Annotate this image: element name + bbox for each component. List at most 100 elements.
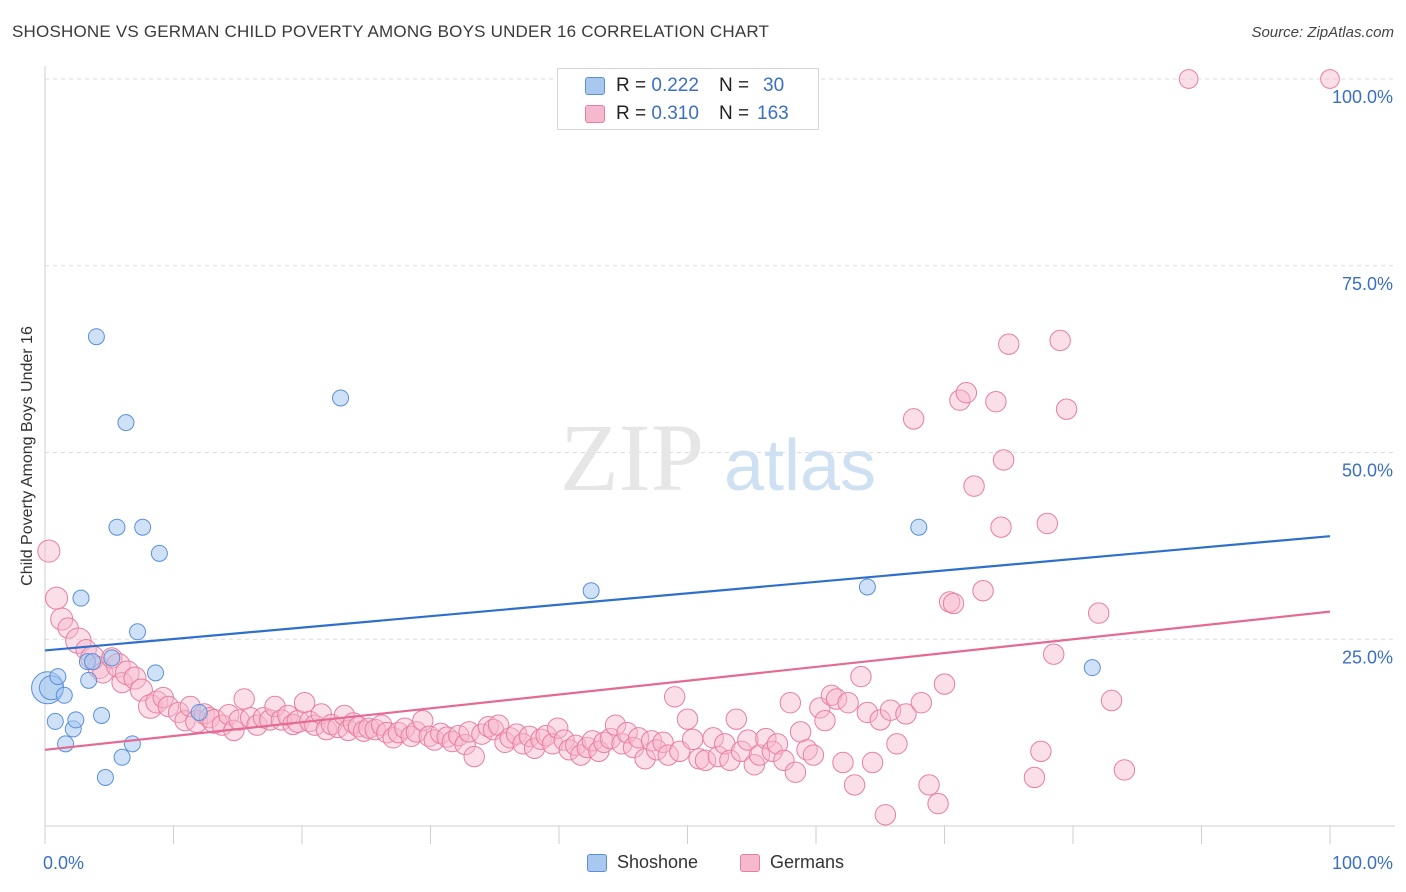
germans-point — [581, 730, 604, 752]
germans-point — [837, 692, 859, 714]
germans-point — [45, 586, 69, 610]
shoshone-point — [858, 578, 876, 596]
bottom-legend-swatch-shoshone — [587, 853, 607, 872]
shoshone-point — [57, 735, 75, 753]
germans-point — [825, 688, 848, 710]
germans-point — [843, 774, 866, 796]
germans-point — [137, 694, 163, 719]
y-tick-label: 75.0% — [1342, 274, 1393, 294]
germans-point — [1113, 759, 1136, 781]
legend-row-shoshone: R = 0.222 N = 30 — [616, 75, 784, 97]
germans-point — [1088, 602, 1110, 624]
germans-point — [985, 391, 1007, 413]
germans-point — [663, 686, 686, 708]
germans-point — [910, 692, 933, 714]
germans-point — [454, 733, 476, 756]
germans-point — [719, 749, 741, 771]
germans-point — [998, 333, 1020, 355]
y-tick-label: 50.0% — [1342, 461, 1393, 481]
shoshone-point — [80, 671, 98, 689]
germans-point — [779, 692, 801, 714]
germans-point — [955, 382, 978, 404]
germans-point — [850, 665, 872, 688]
germans-point — [1320, 69, 1340, 89]
germans-point — [627, 727, 650, 749]
shoshone-point — [332, 389, 350, 407]
germans-point — [652, 731, 674, 754]
germans-point — [814, 709, 836, 732]
germans-point — [1043, 643, 1065, 665]
germans-point — [123, 666, 147, 690]
germans-point — [730, 740, 753, 762]
germans-point — [942, 592, 965, 615]
y-tick-label: 100.0% — [1332, 87, 1393, 107]
germans-point — [927, 792, 949, 815]
germans-point — [387, 721, 410, 744]
germans-point — [707, 745, 730, 768]
legend-n-label: N = — [718, 75, 750, 96]
germans-point — [358, 717, 380, 739]
shoshone-point — [582, 582, 600, 600]
germans-point — [1036, 512, 1059, 535]
germans-point — [676, 708, 699, 730]
legend-n-value: 30 — [763, 75, 785, 96]
shoshone-point — [72, 589, 90, 607]
source-label: Source: ZipAtlas.com — [1251, 24, 1394, 41]
shoshone-point — [87, 328, 105, 346]
germans-point — [423, 729, 446, 751]
legend-n-label: N = — [718, 103, 750, 124]
shoshone-point — [190, 703, 208, 721]
shoshone-point — [93, 706, 111, 724]
germans-point — [430, 722, 452, 745]
x-tick-label: 0.0% — [43, 853, 84, 873]
germans-point — [405, 721, 428, 743]
germans-point — [874, 804, 897, 826]
germans-point — [681, 728, 704, 751]
germans-point — [766, 733, 789, 755]
shoshone-point — [113, 748, 131, 766]
germans-point — [963, 475, 985, 497]
germans-point — [895, 703, 917, 725]
germans-point — [902, 408, 925, 430]
germans-point — [755, 727, 777, 750]
germans-points — [37, 69, 1340, 826]
germans-trend-line — [44, 610, 1331, 751]
tick-labels: 100.0% 75.0% 50.0% 25.0% 0.0% 100.0% — [43, 87, 1393, 873]
shoshone-point — [103, 649, 121, 667]
trend-lines — [44, 535, 1331, 751]
watermark-zip: ZIP — [560, 404, 704, 511]
germans-point — [938, 591, 961, 613]
shoshone-point — [910, 518, 928, 536]
germans-point — [657, 744, 679, 766]
legend-r-value: 0.222 — [651, 75, 699, 96]
germans-point — [743, 754, 766, 776]
germans-point — [463, 745, 485, 768]
bottom-legend-swatch-germans — [740, 853, 760, 872]
germans-point — [856, 701, 879, 724]
germans-point — [861, 751, 884, 774]
germans-point — [972, 579, 994, 602]
legend-r-label: R = — [616, 103, 647, 124]
germans-point — [933, 673, 956, 695]
legend-r-label: R = — [616, 75, 647, 96]
germans-point — [992, 449, 1015, 471]
germans-point — [802, 744, 825, 766]
shoshone-point — [96, 768, 114, 786]
shoshone-point — [49, 668, 67, 686]
shoshone-point — [1083, 659, 1101, 677]
germans-point — [1030, 740, 1052, 762]
germans-point — [1049, 329, 1071, 352]
shoshone-trend-line — [44, 535, 1331, 652]
germans-point — [558, 739, 580, 761]
germans-point — [748, 744, 771, 766]
correlation-legend: R = 0.222 N = 30 R = 0.310 N = 163 — [557, 68, 819, 130]
germans-point — [1055, 398, 1078, 420]
legend-n-value: 163 — [757, 103, 789, 124]
germans-point — [789, 721, 812, 743]
germans-point — [832, 751, 854, 774]
shoshone-point — [123, 735, 141, 753]
shoshone-point — [117, 414, 135, 432]
y-tick-label: 25.0% — [1342, 647, 1393, 667]
watermark-atlas: atlas — [724, 426, 876, 506]
